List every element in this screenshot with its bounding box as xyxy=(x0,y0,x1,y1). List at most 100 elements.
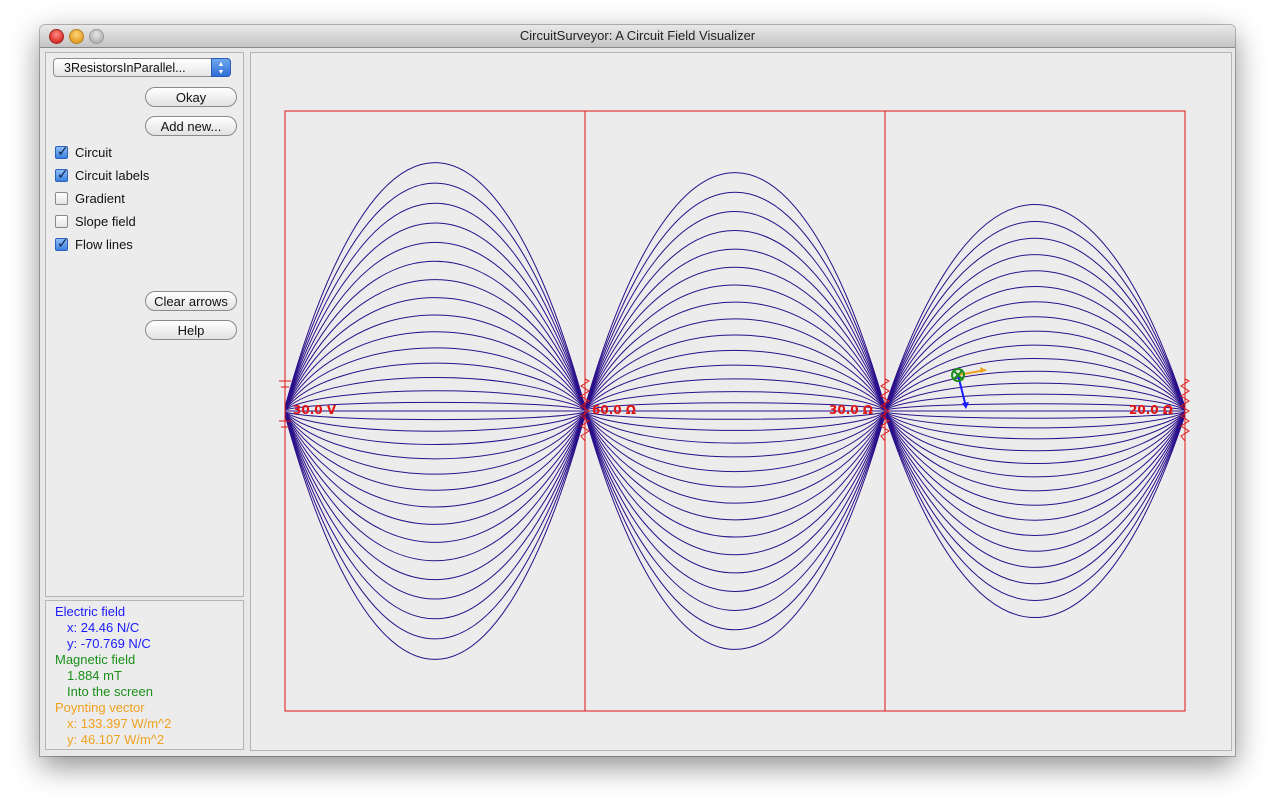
flow-line xyxy=(884,414,1186,584)
flow-line xyxy=(884,344,1186,410)
magnetic-field-direction: Into the screen xyxy=(67,684,153,699)
flow-line xyxy=(284,242,586,408)
flow-line xyxy=(584,172,886,408)
flow-line xyxy=(884,412,1186,478)
flow-line xyxy=(584,412,886,444)
flow-line xyxy=(284,202,586,408)
flow-line xyxy=(284,414,586,580)
flow-line xyxy=(284,411,586,432)
circuit-labels-checkbox[interactable]: ✓ xyxy=(55,166,69,182)
flow-line xyxy=(584,391,886,411)
flow-line xyxy=(284,314,586,409)
help-button[interactable]: Help xyxy=(145,320,237,340)
circuit-checkbox[interactable]: ✓ xyxy=(55,143,69,159)
flow-line xyxy=(884,270,1186,408)
flow-line xyxy=(584,230,886,408)
flow-line xyxy=(884,411,1186,419)
flow-line xyxy=(884,221,1186,408)
poynting-vector-x: x: 133.397 W/m^2 xyxy=(67,716,172,731)
flow-line xyxy=(584,266,886,409)
electric-field-heading: Electric field xyxy=(55,604,126,619)
flow-line xyxy=(884,204,1186,408)
flow-line xyxy=(284,414,586,640)
minimize-window-icon[interactable] xyxy=(69,29,84,44)
resistor-3-label: 20.0 Ω xyxy=(1129,403,1173,417)
slope-field-checkbox[interactable] xyxy=(55,215,68,228)
flow-line xyxy=(284,401,586,411)
okay-button[interactable]: Okay xyxy=(145,87,237,107)
field-probe[interactable] xyxy=(951,367,987,409)
flow-line xyxy=(884,403,1186,411)
flow-line xyxy=(284,414,586,660)
into-screen-cross-icon xyxy=(951,368,965,382)
clear-arrows-button[interactable]: Clear arrows xyxy=(145,291,237,311)
flow-line xyxy=(584,413,886,538)
flow-line xyxy=(884,412,1186,440)
electric-field-y: y: -70.769 N/C xyxy=(67,636,151,651)
updown-arrows-icon[interactable]: ▲ ▼ xyxy=(211,58,231,77)
flow-line xyxy=(584,301,886,409)
flow-line xyxy=(884,414,1186,552)
flow-line xyxy=(584,412,886,458)
flow-line xyxy=(584,412,886,473)
flow-line xyxy=(284,162,586,408)
flow-line xyxy=(284,413,586,543)
flow-lines-checkbox[interactable]: ✓ xyxy=(55,235,69,251)
control-panel: 3ResistorsInParallel... ▲ ▼ Okay Add new.… xyxy=(45,52,244,597)
flow-line xyxy=(284,182,586,408)
flow-line xyxy=(584,364,886,410)
poynting-vector-heading: Poynting vector xyxy=(55,700,145,715)
flow-line xyxy=(284,362,586,410)
zoom-window-icon[interactable] xyxy=(89,29,104,44)
flow-line xyxy=(884,286,1186,409)
flow-line xyxy=(284,260,586,409)
checkmark-icon: ✓ xyxy=(57,143,69,159)
flow-line xyxy=(284,413,586,562)
flow-line xyxy=(284,412,586,460)
gradient-checkbox[interactable] xyxy=(55,192,68,205)
flow-line xyxy=(284,414,586,600)
flow-line xyxy=(584,413,886,556)
circuit-checkbox-label: Circuit xyxy=(75,145,112,160)
flow-line xyxy=(584,402,886,411)
flow-line xyxy=(584,414,886,574)
checkmark-icon: ✓ xyxy=(57,235,69,251)
resistor-zigzag xyxy=(1180,378,1191,442)
flow-line xyxy=(584,192,886,408)
circuit-select[interactable]: 3ResistorsInParallel... ▲ ▼ xyxy=(53,58,231,77)
flow-line xyxy=(284,412,586,491)
flow-line xyxy=(584,413,886,521)
resistor-1-label: 60.0 Ω xyxy=(592,403,636,417)
flow-line xyxy=(284,412,586,445)
flow-line xyxy=(584,211,886,408)
flow-line xyxy=(884,412,1186,452)
flow-line xyxy=(584,378,886,410)
gradient-checkbox-label: Gradient xyxy=(75,191,125,206)
window-title: CircuitSurveyor: A Circuit Field Visuali… xyxy=(519,28,756,43)
electric-field-x: x: 24.46 N/C xyxy=(67,620,140,635)
flow-line xyxy=(584,414,886,592)
flow-line xyxy=(884,382,1186,410)
flow-line xyxy=(284,413,586,525)
flow-line xyxy=(884,412,1186,465)
flow-line xyxy=(884,413,1186,536)
magnetic-field-heading: Magnetic field xyxy=(55,652,136,667)
electric-arrowhead-icon xyxy=(962,402,969,409)
close-window-icon[interactable] xyxy=(49,29,64,44)
app-window: CircuitSurveyor: A Circuit Field Visuali… xyxy=(40,25,1235,756)
resistor-zigzag xyxy=(880,378,891,442)
title-bar[interactable]: CircuitSurveyor: A Circuit Field Visuali… xyxy=(40,25,1235,48)
flow-line xyxy=(884,238,1186,408)
flow-lines-checkbox-label: Flow lines xyxy=(75,237,133,252)
field-drawing[interactable]: 30.0 V 60.0 Ω 30.0 Ω 20.0 Ω xyxy=(251,53,1231,750)
flow-line xyxy=(884,413,1186,521)
flow-line xyxy=(584,284,886,409)
field-readout-panel: Electric field x: 24.46 N/C y: -70.769 N… xyxy=(45,600,244,750)
add-new-button[interactable]: Add new... xyxy=(145,116,237,136)
field-canvas[interactable]: 30.0 V 60.0 Ω 30.0 Ω 20.0 Ω xyxy=(250,52,1232,751)
slope-field-checkbox-label: Slope field xyxy=(75,214,136,229)
resistor-zigzag xyxy=(580,378,591,442)
flow-lines xyxy=(284,162,1186,660)
flow-line xyxy=(284,297,586,409)
circuit-components xyxy=(279,378,1191,442)
